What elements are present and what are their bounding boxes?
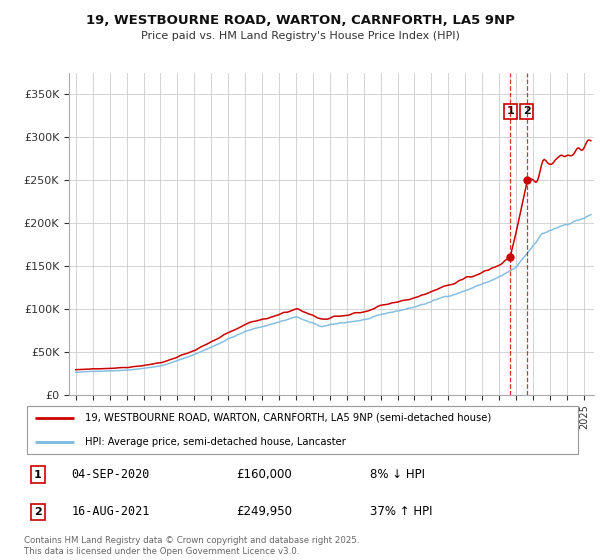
Text: HPI: Average price, semi-detached house, Lancaster: HPI: Average price, semi-detached house,… (85, 437, 346, 447)
Text: 19, WESTBOURNE ROAD, WARTON, CARNFORTH, LA5 9NP: 19, WESTBOURNE ROAD, WARTON, CARNFORTH, … (86, 14, 514, 27)
Text: 19, WESTBOURNE ROAD, WARTON, CARNFORTH, LA5 9NP (semi-detached house): 19, WESTBOURNE ROAD, WARTON, CARNFORTH, … (85, 413, 491, 423)
Text: 8% ↓ HPI: 8% ↓ HPI (370, 468, 425, 481)
Text: 04-SEP-2020: 04-SEP-2020 (71, 468, 150, 481)
Text: Contains HM Land Registry data © Crown copyright and database right 2025.
This d: Contains HM Land Registry data © Crown c… (24, 536, 359, 556)
Text: 2: 2 (34, 507, 42, 517)
Text: 1: 1 (506, 106, 514, 116)
Text: 2: 2 (523, 106, 530, 116)
Text: 37% ↑ HPI: 37% ↑ HPI (370, 505, 433, 518)
Text: £249,950: £249,950 (236, 505, 292, 518)
Text: Price paid vs. HM Land Registry's House Price Index (HPI): Price paid vs. HM Land Registry's House … (140, 31, 460, 41)
Text: 16-AUG-2021: 16-AUG-2021 (71, 505, 150, 518)
FancyBboxPatch shape (27, 407, 578, 454)
Text: 1: 1 (34, 470, 42, 479)
Text: £160,000: £160,000 (236, 468, 292, 481)
